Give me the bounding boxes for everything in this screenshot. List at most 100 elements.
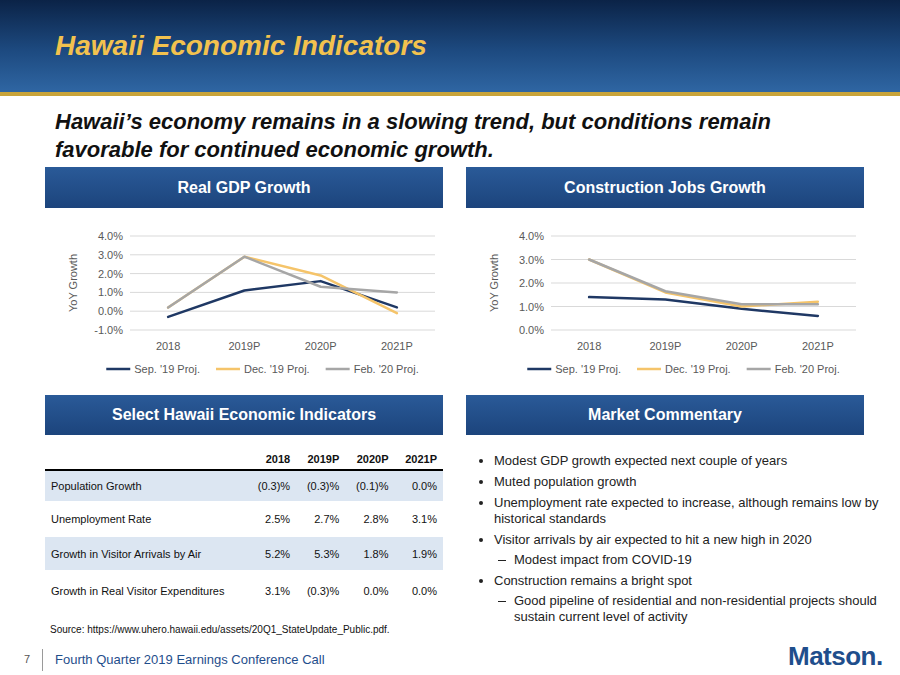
commentary-text: Unemployment rate expected to increase, … [494,495,878,526]
legend-swatch [747,368,771,371]
commentary-bullet: Modest GDP growth expected next couple o… [494,453,879,469]
grid-line [551,283,856,284]
grid-line [551,259,856,260]
grid-line [551,306,856,307]
series-line [168,281,397,317]
series-line [168,257,397,313]
table-column-head: 2021P [394,448,443,470]
legend-swatch [106,368,130,371]
table-cell: 2.5% [247,502,296,536]
table-cell: 2.8% [345,502,394,536]
grid-line [130,273,435,274]
grid-line [130,254,435,255]
x-tick-label: 2021P [381,340,413,352]
y-tick-label: 4.0% [98,230,123,242]
table-row-label: Population Growth [45,470,247,502]
commentary-list: Modest GDP growth expected next couple o… [478,453,879,630]
table-corner [45,448,247,470]
subtitle: Hawaii’s economy remains in a slowing tr… [55,108,845,164]
table-column-head: 2018 [247,448,296,470]
y-tick-label: 3.0% [98,249,123,261]
x-tick-label: 2020P [726,340,758,352]
grid-line [130,236,435,237]
table-cell: (0.3)% [296,571,345,610]
chart: 0.0%1.0%2.0%3.0%4.0%YoY Growth20182019P2… [466,215,864,387]
x-tick-label: 2018 [577,340,601,352]
series-line [589,260,818,305]
table-cell: (0.3)% [247,470,296,502]
legend: Sep. '19 Proj. Dec. '19 Proj. Feb. '20 Pro… [106,363,418,375]
table-cell: 0.0% [394,571,443,610]
grid-line [551,236,856,237]
legend-swatch [326,368,350,371]
y-tick-label: 4.0% [519,230,544,242]
table-cell: 1.9% [394,536,443,571]
table-row-label: Unemployment Rate [45,502,247,536]
source-note: Source: https://www.uhero.hawaii.edu/ass… [50,624,390,635]
series-line [168,257,397,308]
legend-entry: Sep. '19 Proj. [527,363,621,375]
legend-entry: Dec. '19 Proj. [637,363,731,375]
footer-logo: Matson. [788,641,883,672]
table-column-head: 2020P [345,448,394,470]
series-group [589,260,818,316]
commentary-bullet: Muted population growth [494,474,879,490]
y-axis-title: YoY Growth [67,254,79,312]
table-row: Growth in Real Visitor Expenditures3.1%(… [45,571,443,610]
commentary-sublist: Modest impact from COVID-19 [494,552,879,568]
commentary-bullet: Construction remains a bright spotGood p… [494,573,879,625]
header-title: Hawaii Economic Indicators [55,30,427,62]
y-tick-label: 3.0% [519,254,544,266]
indicator-table: 20182019P2020P2021PPopulation Growth(0.3… [45,448,443,610]
y-tick-label: 2.0% [98,268,123,280]
panel-header: Market Commentary [466,395,864,435]
legend: Sep. '19 Proj. Dec. '19 Proj. Feb. '20 Pro… [527,363,839,375]
y-tick-label: 0.0% [519,324,544,336]
legend-label: Dec. '19 Proj. [244,363,310,375]
footer-text: Fourth Quarter 2019 Earnings Conference … [55,652,325,667]
grid-line [130,311,435,312]
series-group [168,257,397,317]
table-row-label: Growth in Real Visitor Expenditures [45,571,247,610]
footer-divider [42,649,43,671]
header-rule [0,92,900,96]
x-tick-label: 2018 [156,340,180,352]
table-cell: 5.2% [247,536,296,571]
table-cell: 0.0% [394,470,443,502]
chart: -1.0%0.0%1.0%2.0%3.0%4.0%YoY Growth20182… [45,215,443,387]
x-tick-label: 2021P [802,340,834,352]
table-header-row: 20182019P2020P2021P [45,448,443,470]
table-column-head: 2019P [296,448,345,470]
page-number: 7 [24,653,30,665]
legend-label: Sep. '19 Proj. [555,363,621,375]
legend-entry: Feb. '20 Proj. [747,363,840,375]
table-cell: 1.8% [345,536,394,571]
legend-label: Sep. '19 Proj. [134,363,200,375]
table-cell: (0.1)% [345,470,394,502]
legend-swatch [216,368,240,371]
series-line [589,260,818,307]
table-cell: 0.0% [345,571,394,610]
legend-label: Feb. '20 Proj. [354,363,419,375]
x-tick-label: 2019P [649,340,681,352]
y-tick-label: 1.0% [98,286,123,298]
table-row: Unemployment Rate2.5%2.7%2.8%3.1% [45,502,443,536]
panel-header: Select Hawaii Economic Indicators [45,395,443,435]
sub-dash [498,560,506,561]
table-row: Growth in Visitor Arrivals by Air5.2%5.3… [45,536,443,571]
commentary-subtext: Modest impact from COVID-19 [514,552,692,567]
grid-line [130,330,435,331]
grid-line [551,330,856,331]
y-tick-label: 0.0% [98,305,123,317]
legend-label: Dec. '19 Proj. [665,363,731,375]
commentary-subtext: Good pipeline of residential and non-res… [514,593,877,624]
commentary-text: Muted population growth [494,474,636,489]
legend-label: Feb. '20 Proj. [775,363,840,375]
panel-header: Construction Jobs Growth [466,167,864,208]
table-row-label: Growth in Visitor Arrivals by Air [45,536,247,571]
table-cell: 5.3% [296,536,345,571]
panel-header: Real GDP Growth [45,167,443,208]
table-cell: 3.1% [247,571,296,610]
y-axis-title: YoY Growth [488,254,500,312]
x-tick-label: 2020P [305,340,337,352]
